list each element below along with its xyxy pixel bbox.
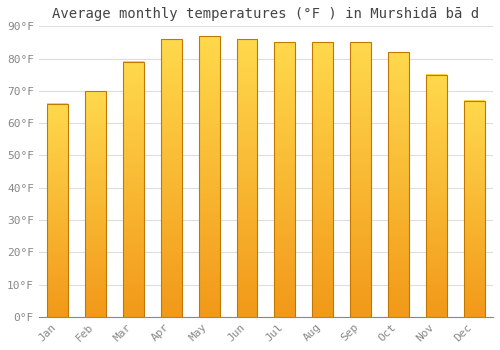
- Bar: [123, 62, 144, 317]
- Bar: [161, 39, 182, 317]
- Bar: [388, 52, 409, 317]
- Bar: [426, 75, 446, 317]
- Bar: [236, 39, 258, 317]
- Bar: [198, 36, 220, 317]
- Bar: [312, 42, 333, 317]
- Bar: [85, 91, 106, 317]
- Title: Average monthly temperatures (°F ) in Murshidā bā d: Average monthly temperatures (°F ) in Mu…: [52, 7, 480, 21]
- Bar: [464, 100, 484, 317]
- Bar: [274, 42, 295, 317]
- Bar: [350, 42, 371, 317]
- Bar: [48, 104, 68, 317]
